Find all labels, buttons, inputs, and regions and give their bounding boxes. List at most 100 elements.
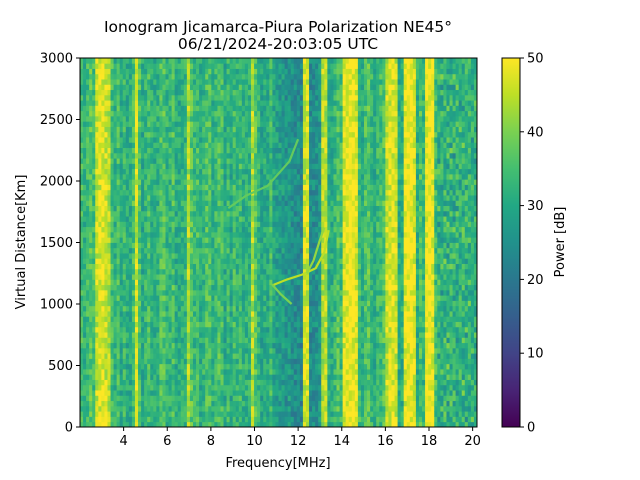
heatmap-cell xyxy=(134,316,139,322)
heatmap-cell xyxy=(272,411,276,417)
heatmap-cell xyxy=(162,268,166,275)
heatmap-cell xyxy=(174,316,179,322)
heatmap-cell xyxy=(177,84,182,91)
heatmap-cell xyxy=(134,195,139,201)
heatmap-cell xyxy=(159,305,163,312)
heatmap-cell xyxy=(156,411,160,417)
heatmap-cell xyxy=(290,126,295,133)
heatmap-cell xyxy=(168,311,173,317)
heatmap-cell xyxy=(113,221,118,228)
heatmap-cell xyxy=(208,300,212,307)
heatmap-cell xyxy=(122,416,127,423)
heatmap-cell xyxy=(251,168,255,175)
heatmap-cell xyxy=(229,216,234,222)
heatmap-cell xyxy=(162,231,166,238)
heatmap-cell xyxy=(89,84,93,91)
heatmap-cell xyxy=(189,363,194,370)
heatmap-cell xyxy=(141,226,145,233)
heatmap-cell xyxy=(226,326,231,333)
heatmap-cell xyxy=(144,242,148,249)
heatmap-cell xyxy=(119,305,124,312)
heatmap-cell xyxy=(89,321,93,328)
heatmap-cell xyxy=(165,369,169,375)
heatmap-cell xyxy=(278,110,282,117)
heatmap-cell xyxy=(269,63,273,69)
heatmap-cell xyxy=(107,353,111,359)
heatmap-cell xyxy=(211,363,215,370)
heatmap-cell xyxy=(98,58,102,64)
heatmap-cell xyxy=(211,231,215,238)
heatmap-cell xyxy=(168,253,173,259)
heatmap-cell xyxy=(110,137,114,143)
heatmap-cell xyxy=(290,158,295,164)
heatmap-cell xyxy=(269,158,273,164)
heatmap-cell xyxy=(293,379,298,386)
heatmap-cell xyxy=(101,347,105,354)
heatmap-cell xyxy=(272,237,276,243)
heatmap-cell xyxy=(171,58,176,64)
heatmap-cell xyxy=(226,121,231,127)
heatmap-cell xyxy=(165,79,169,85)
heatmap-cell xyxy=(119,121,124,127)
heatmap-cell xyxy=(147,347,151,354)
heatmap-cell xyxy=(98,163,102,170)
heatmap-cell xyxy=(92,189,96,196)
heatmap-cell xyxy=(101,263,105,270)
heatmap-cell xyxy=(92,68,96,75)
heatmap-cell xyxy=(116,316,121,322)
heatmap-cell xyxy=(205,363,209,370)
heatmap-cell xyxy=(296,369,301,375)
heatmap-cell xyxy=(263,253,267,259)
heatmap-cell xyxy=(189,221,194,228)
heatmap-cell xyxy=(241,247,246,254)
heatmap-cell xyxy=(138,326,142,333)
heatmap-cell xyxy=(171,416,176,423)
heatmap-cell xyxy=(101,163,105,170)
heatmap-cell xyxy=(107,416,111,423)
heatmap-cell xyxy=(275,94,279,101)
heatmap-cell xyxy=(165,184,169,191)
heatmap-cell xyxy=(281,321,285,328)
heatmap-cell xyxy=(89,258,93,264)
heatmap-cell xyxy=(235,395,240,402)
heatmap-cell xyxy=(92,284,96,291)
heatmap-cell xyxy=(254,131,258,138)
heatmap-cell xyxy=(168,347,173,354)
heatmap-cell xyxy=(125,289,130,296)
heatmap-cell xyxy=(128,353,133,359)
heatmap-cell xyxy=(119,390,124,396)
heatmap-cell xyxy=(144,326,148,333)
heatmap-cell xyxy=(128,126,133,133)
heatmap-cell xyxy=(174,152,179,159)
heatmap-cell xyxy=(113,253,118,259)
heatmap-cell xyxy=(235,179,240,185)
heatmap-cell xyxy=(278,137,282,143)
heatmap-cell xyxy=(189,79,194,85)
heatmap-cell xyxy=(80,89,84,96)
heatmap-cell xyxy=(122,411,127,417)
heatmap-cell xyxy=(153,63,157,69)
heatmap-cell xyxy=(196,305,200,312)
heatmap-cell xyxy=(116,279,121,286)
heatmap-cell xyxy=(92,358,96,365)
heatmap-cell xyxy=(196,152,200,159)
heatmap-cell xyxy=(217,142,221,149)
heatmap-cell xyxy=(229,79,234,85)
heatmap-cell xyxy=(174,247,179,254)
heatmap-cell xyxy=(205,342,209,349)
heatmap-cell xyxy=(101,289,105,296)
heatmap-cell xyxy=(232,221,237,228)
heatmap-cell xyxy=(290,163,295,170)
heatmap-cell xyxy=(122,126,127,133)
heatmap-cell xyxy=(223,115,227,122)
heatmap-cell xyxy=(281,411,285,417)
heatmap-cell xyxy=(122,68,127,75)
heatmap-cell xyxy=(180,263,185,270)
heatmap-cell xyxy=(147,395,151,402)
heatmap-cell xyxy=(159,363,163,370)
heatmap-cell xyxy=(232,253,237,259)
heatmap-cell xyxy=(125,152,130,159)
heatmap-cell xyxy=(101,73,105,80)
heatmap-cell xyxy=(275,379,279,386)
heatmap-cell xyxy=(113,84,118,91)
